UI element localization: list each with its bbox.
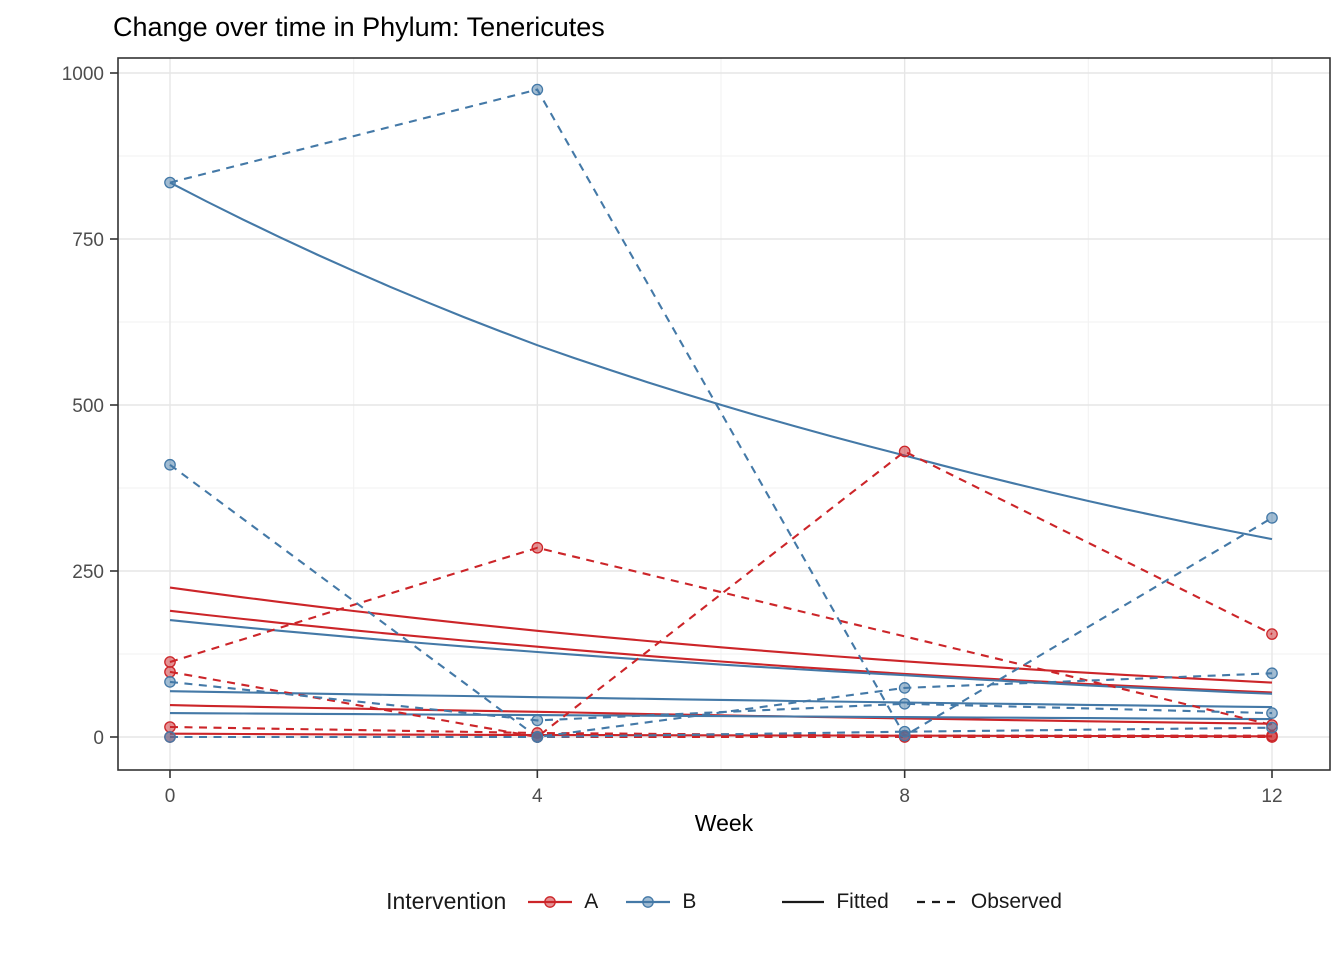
- x-axis-title: Week: [694, 810, 754, 836]
- point-B4-week12: [1266, 721, 1278, 734]
- point-A2-week0: [164, 666, 176, 678]
- panel-background: [118, 58, 1330, 770]
- point-B4-week4: [531, 731, 544, 743]
- x-tick-label: 4: [532, 786, 543, 807]
- point-B1-week0: [164, 176, 176, 189]
- point-B3-week4: [531, 714, 544, 727]
- series-B3-fitted: [169, 690, 1273, 709]
- legend-item-b: B: [624, 890, 696, 914]
- point-A1-week0: [164, 656, 176, 668]
- legend-key-a-icon: [528, 895, 573, 908]
- series-B1-observed: [169, 88, 1273, 738]
- x-tick-label: 0: [165, 786, 176, 807]
- legend-title: Intervention: [386, 888, 507, 914]
- y-tick-label: 0: [93, 728, 104, 749]
- legend-label-a: A: [584, 889, 599, 913]
- point-A3-week0: [164, 721, 176, 733]
- series-B2-fitted: [169, 619, 1273, 695]
- point-B3-week8: [898, 697, 911, 710]
- legend-item-observed: Observed: [915, 890, 1062, 914]
- point-A1-week4: [531, 541, 544, 554]
- series-B3-observed: [169, 680, 1273, 722]
- point-A2-week12: [1266, 628, 1278, 640]
- legend-label-observed: Observed: [970, 889, 1062, 913]
- data-layer: [164, 83, 1278, 743]
- series-B1-fitted: [169, 181, 1273, 541]
- point-B2-week0: [164, 458, 176, 471]
- x-tick-label: 12: [1261, 786, 1282, 807]
- legend: Intervention A B Fitted: [118, 888, 1330, 915]
- x-tick-label: 8: [899, 786, 910, 807]
- y-tick-label: 1000: [62, 64, 104, 85]
- chart-title: Change over time in Phylum: Tenericutes: [113, 12, 605, 42]
- legend-label-b: B: [682, 889, 697, 913]
- point-B4-week8: [898, 725, 911, 738]
- point-A2-week8: [898, 445, 911, 458]
- legend-item-fitted: Fitted: [780, 890, 889, 914]
- point-B2-week12: [1266, 667, 1278, 680]
- y-tick-label: 250: [72, 562, 104, 583]
- legend-key-observed-icon: [916, 900, 959, 903]
- series-B4-fitted: [169, 712, 1273, 721]
- legend-key-b-point: [642, 895, 655, 908]
- series-A1-fitted: [169, 586, 1273, 684]
- y-tick-label: 750: [72, 230, 104, 251]
- point-B4-week0: [164, 731, 176, 743]
- panel-border: [117, 57, 1331, 771]
- legend-key-fitted-icon: [782, 900, 825, 903]
- point-B1-week12: [1266, 512, 1278, 524]
- point-B1-week4: [531, 83, 544, 96]
- series-A2-fitted: [169, 609, 1273, 694]
- point-B2-week8: [898, 682, 911, 694]
- legend-label-fitted: Fitted: [836, 889, 889, 913]
- y-tick-label: 500: [72, 396, 104, 417]
- point-B3-week0: [164, 676, 176, 688]
- legend-key-a-point: [544, 895, 557, 908]
- legend-item-a: A: [526, 890, 598, 914]
- series-B4-observed: [170, 726, 1273, 739]
- legend-key-b-icon: [626, 895, 671, 908]
- point-B3-week12: [1266, 707, 1278, 719]
